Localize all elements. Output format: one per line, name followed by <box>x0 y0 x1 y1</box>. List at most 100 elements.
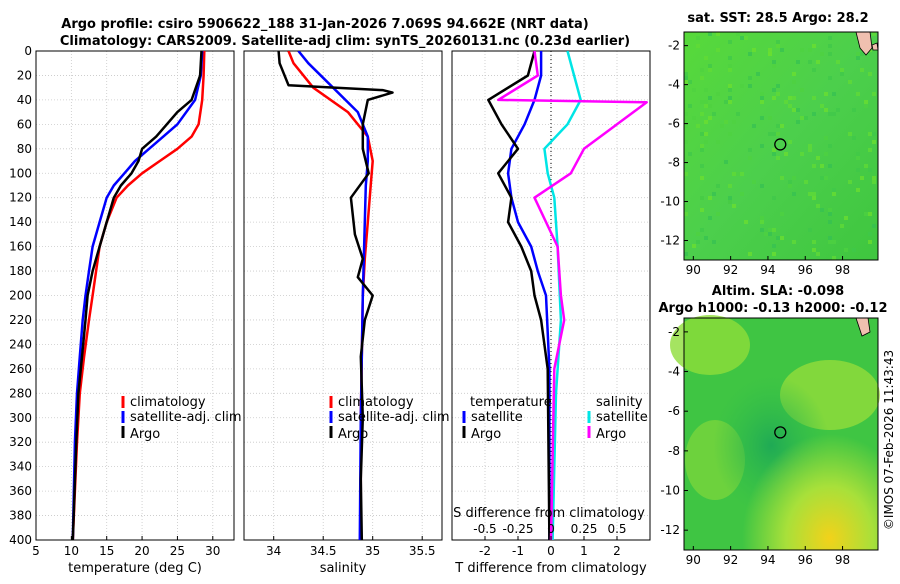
lat-tick-label: -4 <box>668 78 680 92</box>
sst-pixel <box>852 108 856 112</box>
sst-pixel <box>860 68 864 72</box>
x-tick-label: 15 <box>99 544 114 558</box>
sst-pixel <box>704 120 708 124</box>
sst-pixel <box>700 100 704 104</box>
sst-pixel <box>708 104 712 108</box>
temperature-series-climatology <box>71 51 206 540</box>
sst-pixel <box>684 72 688 76</box>
x-tick-label: 20 <box>134 544 149 558</box>
sst-pixel <box>816 156 820 160</box>
sst-pixel <box>752 180 756 184</box>
sst-pixel <box>768 132 772 136</box>
sst-pixel <box>688 80 692 84</box>
sst-pixel <box>684 76 688 80</box>
sst-pixel <box>776 124 780 128</box>
lon-tick-label: 92 <box>723 553 738 567</box>
depth-tick-label: 120 <box>9 191 32 205</box>
x-tick-label: 34.5 <box>310 544 337 558</box>
sst-pixel <box>868 168 872 172</box>
sst-pixel <box>772 148 776 152</box>
sst-pixel <box>700 144 704 148</box>
sst-pixel <box>808 60 812 64</box>
sst-pixel <box>868 148 872 152</box>
lat-tick-label: -10 <box>660 195 680 209</box>
sst-pixel <box>712 192 716 196</box>
sst-pixel <box>828 76 832 80</box>
sst-pixel <box>792 240 796 244</box>
salinity-legend: climatology satellite-adj. clim Argo <box>329 395 450 442</box>
sst-pixel <box>700 208 704 212</box>
lat-tick-label: -8 <box>668 444 680 458</box>
sst-pixel <box>820 52 824 56</box>
legend-climatology-label: climatology <box>338 395 414 410</box>
sst-pixel <box>824 108 828 112</box>
sst-pixel <box>824 176 828 180</box>
sst-pixel <box>764 232 768 236</box>
sst-pixel <box>860 52 864 56</box>
temperature-legend: climatology satellite-adj. clim Argo <box>121 395 242 442</box>
difference-legend: temperature salinity satellite Argo sate… <box>462 395 648 442</box>
sst-pixel <box>696 232 700 236</box>
sst-pixel <box>784 100 788 104</box>
sst-pixel <box>852 248 856 252</box>
sst-pixel <box>872 132 876 136</box>
sst-pixel <box>732 204 736 208</box>
sst-pixel <box>808 48 812 52</box>
lat-tick-label: -2 <box>668 325 680 339</box>
sst-pixel <box>788 184 792 188</box>
sst-pixel <box>812 68 816 72</box>
sst-pixel <box>828 240 832 244</box>
sst-pixel <box>684 252 688 256</box>
sst-pixel <box>812 196 816 200</box>
temperature-series-group <box>71 51 206 540</box>
depth-tick-label: 200 <box>9 289 32 303</box>
sst-pixel <box>704 100 708 104</box>
sla-yellow-region <box>684 318 878 550</box>
sst-pixel <box>704 140 708 144</box>
legend-argo-label: Argo <box>338 427 368 442</box>
sst-pixel <box>828 164 832 168</box>
sst-pixel <box>780 124 784 128</box>
sst-pixel <box>748 148 752 152</box>
legend-argo-label: Argo <box>130 427 160 442</box>
sst-pixel <box>704 132 708 136</box>
sst-pixel <box>780 176 784 180</box>
lat-tick-label: -4 <box>668 365 680 379</box>
sst-pixel <box>848 132 852 136</box>
temperature-panel-frame <box>35 50 235 541</box>
sst-pixel <box>864 100 868 104</box>
sst-pixel <box>728 196 732 200</box>
x-tick-label: 35 <box>365 544 380 558</box>
title-line-1: Argo profile: csiro 5906622_188 31-Jan-2… <box>61 17 588 32</box>
sst-pixel <box>772 196 776 200</box>
sst-pixel <box>812 192 816 196</box>
imos-watermark: ©IMOS 07-Feb-2026 11:43:43 <box>882 350 896 530</box>
sst-pixel <box>868 240 872 244</box>
x-tick-label: 35.5 <box>409 544 436 558</box>
sst-pixel <box>832 92 836 96</box>
sst-pixel <box>812 44 816 48</box>
lon-tick-label: 98 <box>835 553 850 567</box>
sst-pixel <box>776 156 780 160</box>
sst-pixel <box>736 172 740 176</box>
sst-pixel <box>864 164 868 168</box>
sst-pixel <box>780 212 784 216</box>
sst-pixel <box>716 212 720 216</box>
sst-pixel <box>700 132 704 136</box>
sst-pixel <box>828 36 832 40</box>
sst-pixel <box>832 188 836 192</box>
sst-pixel <box>700 228 704 232</box>
sst-pixel <box>684 208 688 212</box>
sst-pixel <box>864 104 868 108</box>
sst-pixel <box>748 84 752 88</box>
sst-pixel <box>792 96 796 100</box>
sst-pixel <box>760 220 764 224</box>
sst-pixel <box>716 48 720 52</box>
sst-pixel <box>704 236 708 240</box>
sst-pixel <box>728 100 732 104</box>
x-tick-label: 10 <box>64 544 79 558</box>
sst-pixel <box>760 92 764 96</box>
sst-pixel <box>708 116 712 120</box>
sst-pixel <box>792 192 796 196</box>
sst-pixel <box>780 236 784 240</box>
